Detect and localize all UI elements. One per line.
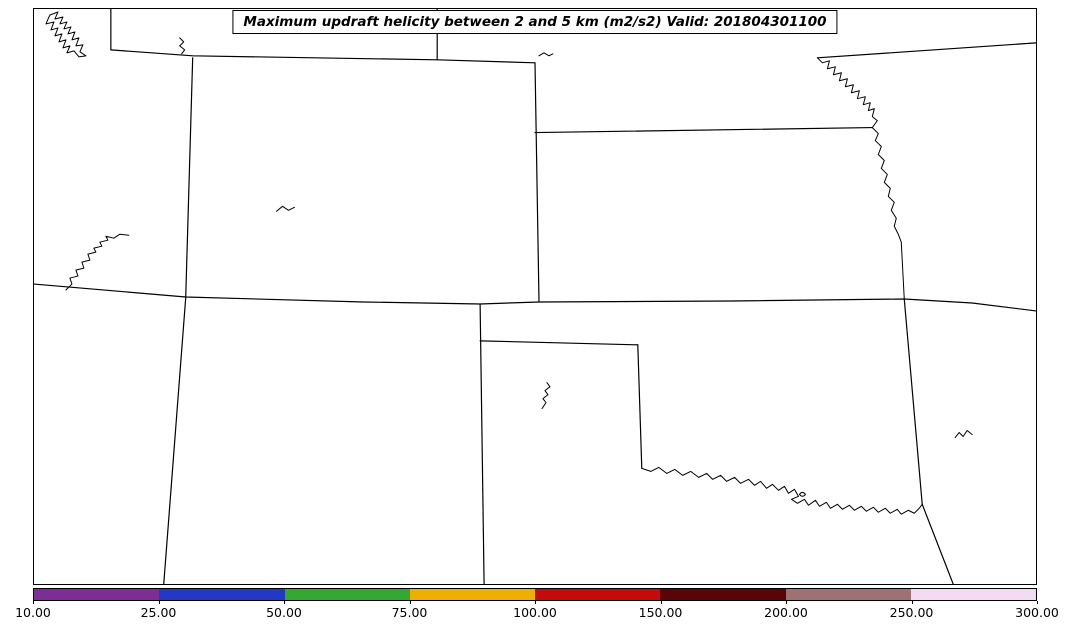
- colorbar-tickmark: [1037, 601, 1038, 604]
- state-border-top-right: [816, 42, 1036, 59]
- state-border-colorado-east: [534, 62, 540, 302]
- colorbar-tick-label: 200.00: [764, 605, 808, 620]
- colorbar-segment-25-50: [159, 589, 285, 600]
- map-svg: [34, 9, 1036, 584]
- colorbar-segment-100-150: [535, 589, 661, 600]
- state-border-texas-east: [921, 503, 954, 584]
- colorbar-segment-200-250: [785, 589, 911, 600]
- missouri-river-border: [816, 57, 905, 300]
- lake-meredith-outline: [541, 382, 551, 410]
- lake-powell-outline: [65, 233, 130, 291]
- colorbar-tickmark: [33, 601, 34, 604]
- map-frame: [33, 8, 1037, 585]
- state-border-west-vertical: [163, 57, 194, 584]
- red-river-loop: [798, 491, 806, 497]
- colorbar-tickmark: [284, 601, 285, 604]
- colorbar-segment-75-100: [409, 589, 535, 600]
- state-border-texas-oklahoma: [637, 344, 643, 469]
- colorbar-tick-label: 10.00: [15, 605, 51, 620]
- lake-mcconaughy-outline: [538, 52, 554, 57]
- state-border-41n: [110, 49, 536, 64]
- colorado-reservoir-outline: [276, 205, 295, 212]
- red-river-border: [641, 466, 923, 515]
- colorbar-tickmark: [786, 601, 787, 604]
- state-border-newmexico-texas: [479, 303, 485, 584]
- colorbar-tick-label: 150.00: [638, 605, 683, 620]
- small-lake-southeast-outline: [954, 430, 973, 439]
- colorbar-segment-250-300: [910, 589, 1036, 600]
- colorbar-tickmark: [660, 601, 662, 604]
- colorbar-segment-150-200: [660, 589, 786, 600]
- colorbar-tickmark: [409, 601, 411, 604]
- map-title-text: Maximum updraft helicity between 2 and 5…: [243, 14, 827, 30]
- state-border-37n: [34, 283, 1036, 312]
- colorbar-tick-label: 75.00: [391, 605, 428, 620]
- colorbar-tick-labels: 10.00 25.00 50.00 75.00 100.00 150.00 200.00 25…: [15, 601, 1059, 629]
- state-border-panhandle-south: [479, 340, 639, 346]
- flaming-gorge-outline: [179, 37, 186, 55]
- great-salt-lake-outline: [45, 11, 87, 58]
- colorbar-tick-label: 100.00: [513, 605, 557, 620]
- colorbar-segment-50-75: [284, 589, 410, 600]
- colorbar-tickmark: [535, 601, 536, 604]
- colorbar-tick-label: 25.00: [140, 605, 177, 620]
- state-border-oklahoma-east: [903, 298, 923, 505]
- map-title: Maximum updraft helicity between 2 and 5…: [232, 10, 838, 34]
- colorbar-tick-label: 50.00: [266, 605, 302, 620]
- colorbar-tickmark: [158, 601, 160, 604]
- colorbar-segment-10-25: [34, 589, 160, 600]
- colorbar: [33, 588, 1037, 601]
- state-border-kansas-north: [534, 126, 873, 134]
- colorbar-tick-label: 300.00: [1015, 605, 1059, 620]
- colorbar-tick-label: 250.00: [889, 605, 934, 620]
- colorbar-tickmark: [911, 601, 913, 604]
